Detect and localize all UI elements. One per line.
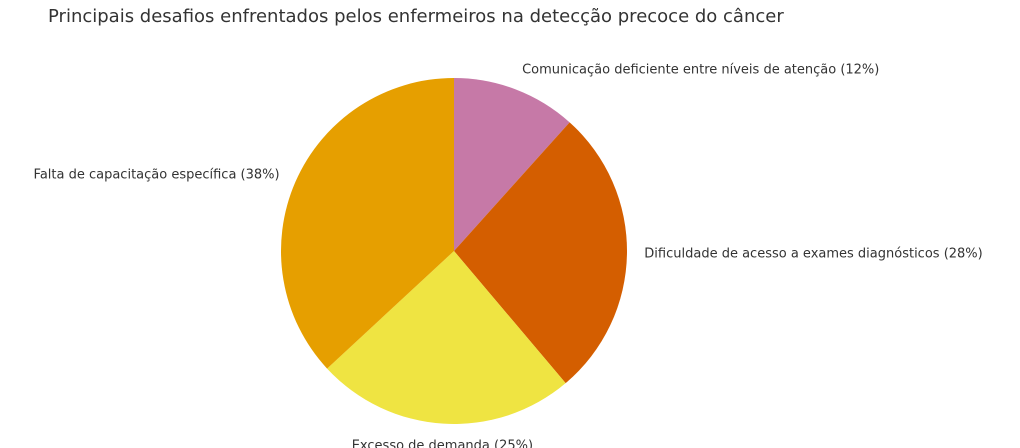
pie-slice — [327, 251, 566, 425]
slice-label: Excesso de demanda (25%) — [352, 439, 533, 448]
pie-slice — [454, 78, 570, 251]
chart-title: Principais desafios enfrentados pelos en… — [48, 6, 784, 27]
pie-slice — [454, 122, 628, 384]
slice-label: Falta de capacitação específica (38%) — [34, 167, 280, 182]
slice-label: Comunicação deficiente entre níveis de a… — [522, 62, 879, 77]
slice-label: Dificuldade de acesso a exames diagnósti… — [644, 246, 982, 261]
pie-slice — [281, 77, 454, 369]
